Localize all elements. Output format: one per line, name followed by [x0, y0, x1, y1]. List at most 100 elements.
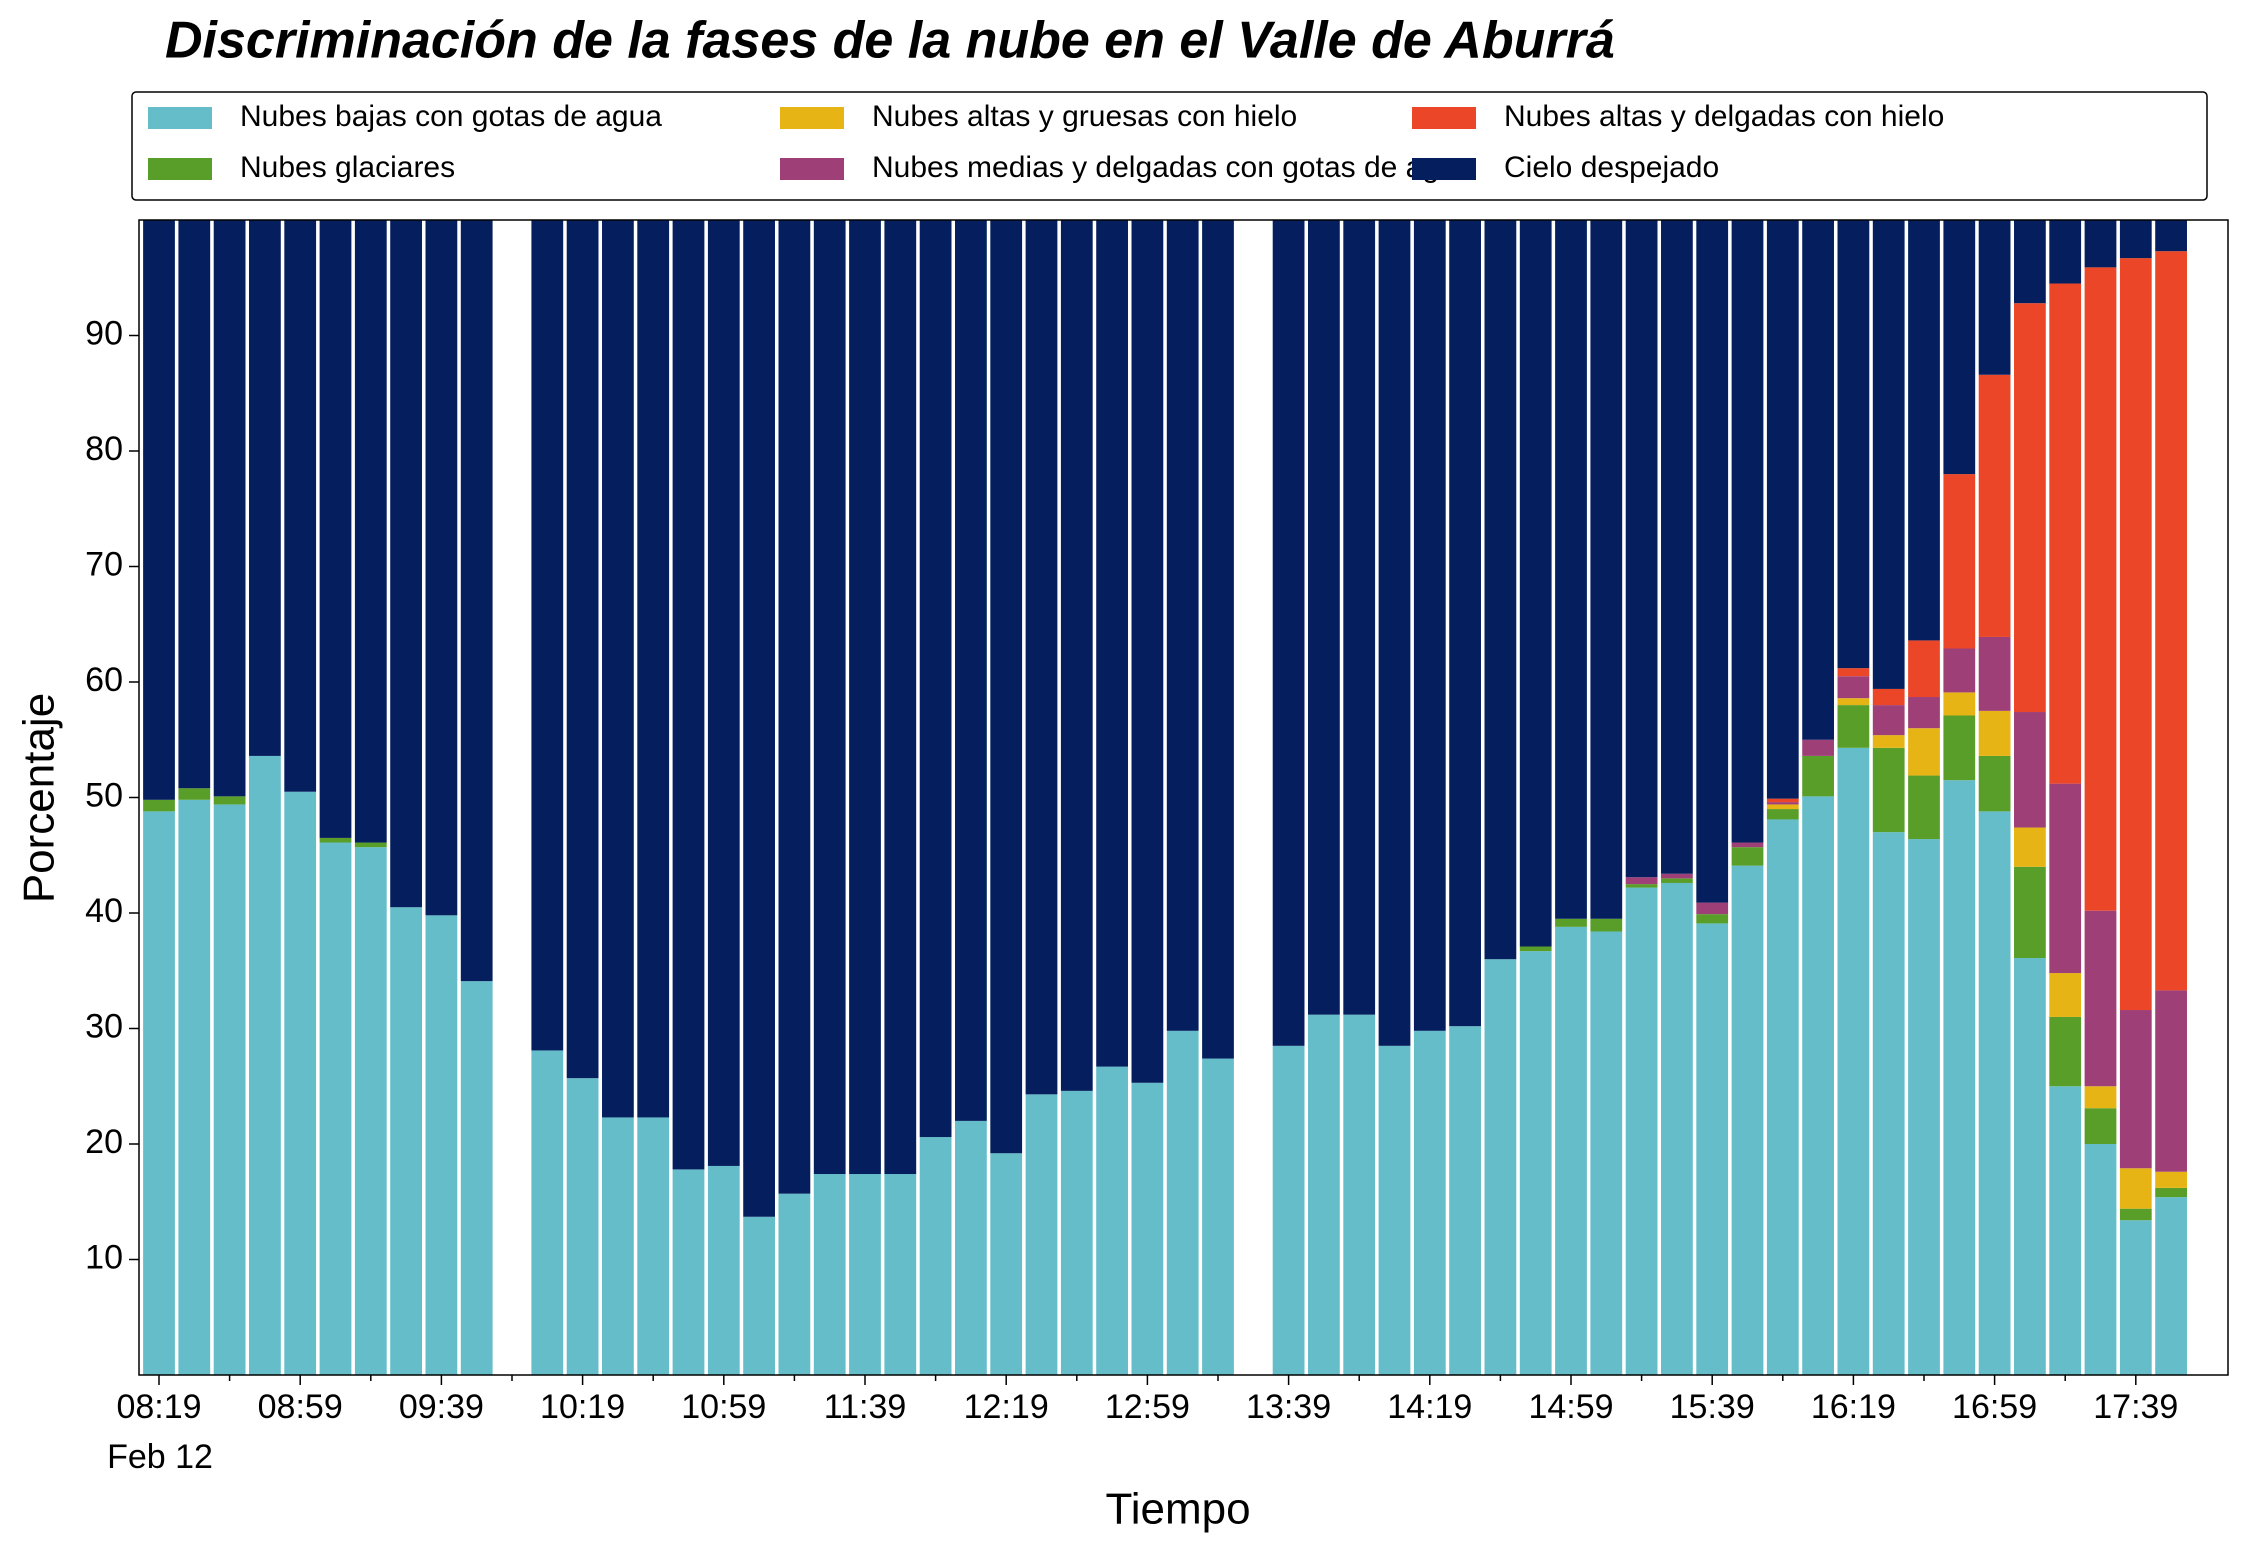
bar-segment [743, 1216, 775, 1375]
bar-segment [1131, 1082, 1164, 1375]
bar-segment [1943, 648, 1976, 693]
bar-segment [2049, 220, 2082, 284]
bar-segment [1378, 220, 1411, 1046]
y-tick-label: 60 [85, 661, 123, 699]
bar-segment [2119, 220, 2152, 259]
legend-label: Nubes altas y delgadas con hielo [1504, 100, 1944, 133]
bar-segment [1766, 802, 1799, 805]
bar-segment [390, 907, 422, 1375]
bar-segment [460, 220, 493, 982]
legend-label: Nubes glaciares [240, 151, 455, 184]
x-tick-label: 13:39 [1246, 1388, 1331, 1426]
bar-segment [1837, 698, 1870, 706]
bar-segment [955, 1120, 987, 1375]
y-tick-label: 40 [85, 892, 123, 930]
bar-segment [1555, 926, 1587, 1375]
bar-segment [425, 915, 458, 1375]
bar-segment [1696, 923, 1729, 1375]
legend-box [131, 91, 2208, 201]
bar-segment [1731, 865, 1764, 1375]
bar-segment [602, 220, 634, 1118]
bar-segment [460, 981, 493, 1375]
y-axis-label: Porcentaje [15, 693, 64, 903]
bar-segment [2155, 1197, 2187, 1375]
bar-segment [1872, 220, 1905, 689]
bar-segment [1908, 640, 1940, 698]
bar-segment [849, 1174, 881, 1375]
bar-segment [2049, 1086, 2082, 1375]
x-tick-label: 10:19 [540, 1388, 625, 1426]
bar-segment [354, 220, 387, 843]
legend-label: Nubes medias y delgadas con gotas de agu… [872, 151, 1473, 184]
bar-segment [390, 220, 422, 908]
bar-segment [1802, 796, 1834, 1375]
bar-segment [1025, 220, 1058, 1095]
bar-segment [707, 220, 740, 1166]
bar-segment [1272, 1045, 1305, 1375]
legend-label: Cielo despejado [1504, 151, 1719, 184]
bar-segment [1484, 959, 1517, 1375]
bar-segment [2014, 958, 2046, 1375]
x-tick-label: 12:59 [1105, 1388, 1190, 1426]
bar-segment [1908, 728, 1940, 776]
bar-segment [1908, 839, 1940, 1375]
bar-segment [213, 796, 246, 805]
bar-segment [884, 1174, 917, 1375]
bar-segment [990, 1153, 1023, 1375]
y-tick-label: 80 [85, 430, 123, 468]
bar-segment [2119, 1010, 2152, 1169]
bar-segment [2155, 220, 2187, 252]
bar-segment [143, 799, 175, 812]
bar-segment [1837, 676, 1870, 699]
bar-segment [1343, 220, 1376, 1015]
legend-swatch [780, 107, 844, 129]
legend-swatch [1412, 158, 1476, 180]
y-tick-label: 20 [85, 1123, 123, 1161]
bar-segment [1872, 705, 1905, 736]
bar-segment [1413, 1030, 1446, 1375]
bar-segment [1625, 887, 1658, 1375]
x-tick-label: 09:39 [399, 1388, 484, 1426]
bar-segment [955, 220, 987, 1121]
bar-segment [1661, 873, 1693, 879]
x-tick-label: 08:19 [116, 1388, 201, 1426]
bar-segment [707, 1165, 740, 1375]
bar-segment [178, 799, 211, 1375]
bar-segment [2119, 258, 2152, 1011]
bar-segment [1872, 747, 1905, 833]
bar-segment [1661, 220, 1693, 874]
bar-segment [1413, 220, 1446, 1031]
bar-segment [2014, 827, 2046, 867]
x-axis-label: Tiempo [1105, 1485, 1250, 1534]
bar-segment [1837, 747, 1870, 1375]
bar-segment [637, 1117, 670, 1375]
bar-segment [1519, 951, 1552, 1375]
bar-segment [143, 811, 175, 1375]
bar-segment [672, 220, 705, 1170]
date-label: Feb 12 [107, 1438, 213, 1476]
bar-segment [2049, 783, 2082, 974]
bar-segment [1025, 1094, 1058, 1375]
x-tick-label: 16:19 [1811, 1388, 1896, 1426]
bar-segment [1766, 798, 1799, 803]
bar-segment [425, 220, 458, 916]
bar-segment [2014, 712, 2046, 828]
bar-segment [1519, 946, 1552, 952]
bar-segment [2084, 910, 2117, 1087]
bar-segment [602, 1117, 634, 1375]
bar-segment [1802, 220, 1834, 740]
bar-segment [213, 220, 246, 797]
bar-segment [1202, 220, 1234, 1059]
bar-segment [672, 1169, 705, 1375]
legend-swatch [148, 107, 212, 129]
bar-segment [2084, 1086, 2117, 1109]
bar-segment [1625, 884, 1658, 888]
bar-segment [1060, 1090, 1093, 1375]
bar-segment [884, 220, 917, 1175]
legend-label: Nubes bajas con gotas de agua [240, 100, 662, 133]
bar-segment [743, 220, 775, 1217]
x-tick-label: 17:39 [2093, 1388, 2178, 1426]
bar-segment [1978, 220, 2011, 375]
bar-segment [531, 1050, 564, 1375]
bar-segment [1555, 220, 1587, 919]
